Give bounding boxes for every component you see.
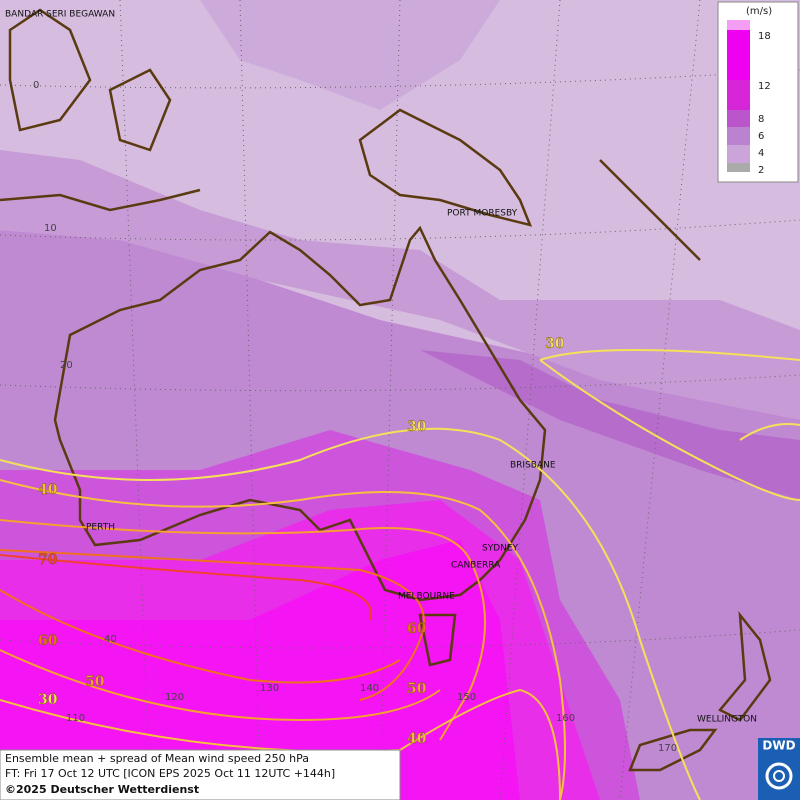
legend-swatch [727, 110, 750, 127]
caption-box [0, 749, 401, 800]
contour-label: 30 [407, 419, 427, 435]
city-label: SYDNEY [482, 544, 519, 554]
grid-label: 40 [104, 634, 117, 645]
spread-region [200, 0, 500, 110]
city-label: PERTH [86, 523, 115, 533]
contour [0, 349, 800, 800]
logo-icon [773, 770, 785, 782]
contour-label: 30 [545, 336, 565, 352]
contour-label: 30 [38, 692, 58, 708]
city-label: CANBERRA [451, 561, 501, 571]
logo-text: DWD [762, 739, 795, 753]
legend-swatch [727, 30, 750, 80]
grid-label: 150 [457, 692, 476, 703]
legend-tick-label: 12 [758, 81, 771, 92]
grid-label: 20 [60, 360, 73, 371]
contour-label: 70 [38, 552, 58, 568]
legend-swatch [727, 163, 750, 172]
contour-label: 60 [407, 621, 427, 637]
city-label: BRISBANE [510, 461, 556, 471]
spread-region [0, 150, 800, 420]
city-label: PORT MORESBY [447, 209, 518, 219]
city-label: WELLINGTON [697, 715, 757, 725]
legend-tick-label: 18 [758, 31, 771, 42]
legend-unit: (m/s) [746, 6, 772, 17]
city-label: MELBOURNE [398, 592, 455, 602]
coastline [0, 8, 772, 772]
contour-label: 40 [407, 731, 427, 747]
caption-line: Ensemble mean + spread of Mean wind spee… [5, 752, 309, 765]
logo-box [758, 738, 800, 800]
grid-label: 110 [66, 713, 85, 724]
legend-swatch [727, 127, 750, 145]
contour-label: 40 [38, 482, 58, 498]
contour-label: 50 [85, 674, 105, 690]
grid-label: 160 [556, 713, 575, 724]
caption-line: FT: Fri 17 Oct 12 UTC [ICON EPS 2025 Oct… [5, 767, 335, 780]
logo-icon [765, 762, 793, 790]
spread-region [0, 540, 520, 800]
contour-label: 50 [407, 681, 427, 697]
grid-label: 140 [360, 683, 379, 694]
legend-tick-label: 8 [758, 114, 764, 125]
grid-label: 10 [44, 223, 57, 234]
grid-label: 0 [33, 80, 39, 91]
caption-line: ©2025 Deutscher Wetterdienst [5, 783, 199, 796]
city-label: BANDAR SERI BEGAWAN [5, 10, 115, 20]
grid-label: 120 [165, 692, 184, 703]
legend-swatch [727, 80, 750, 110]
grid-label: 170 [658, 743, 677, 754]
grid-label: 130 [260, 683, 279, 694]
legend-swatch [727, 145, 750, 163]
contour-label: 60 [38, 633, 58, 649]
legend-tick-label: 4 [758, 148, 764, 159]
legend-tick-label: 2 [758, 165, 764, 176]
legend-tick-label: 6 [758, 131, 764, 142]
legend-swatch [727, 20, 750, 30]
